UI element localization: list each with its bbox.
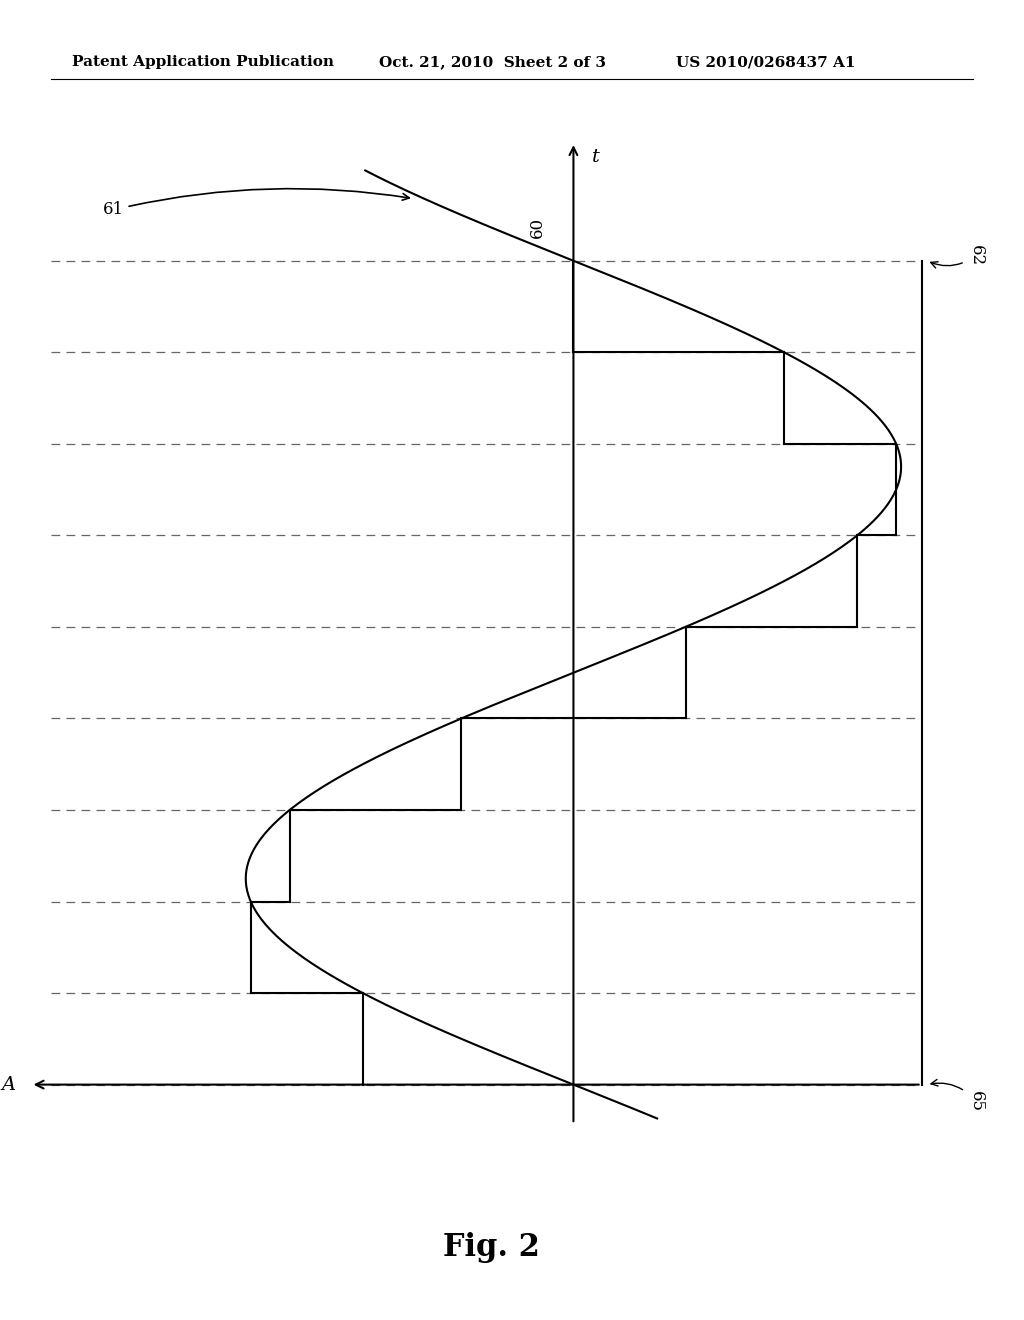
Text: Fig. 2: Fig. 2 <box>443 1232 540 1263</box>
Text: t: t <box>592 148 600 166</box>
Text: Patent Application Publication: Patent Application Publication <box>72 55 334 70</box>
Text: US 2010/0268437 A1: US 2010/0268437 A1 <box>676 55 855 70</box>
Text: 61: 61 <box>102 189 410 218</box>
Text: 65: 65 <box>931 1080 985 1111</box>
Text: Oct. 21, 2010  Sheet 2 of 3: Oct. 21, 2010 Sheet 2 of 3 <box>379 55 606 70</box>
Text: 62: 62 <box>931 244 985 268</box>
Text: 60: 60 <box>529 216 546 238</box>
Text: A: A <box>1 1076 15 1093</box>
